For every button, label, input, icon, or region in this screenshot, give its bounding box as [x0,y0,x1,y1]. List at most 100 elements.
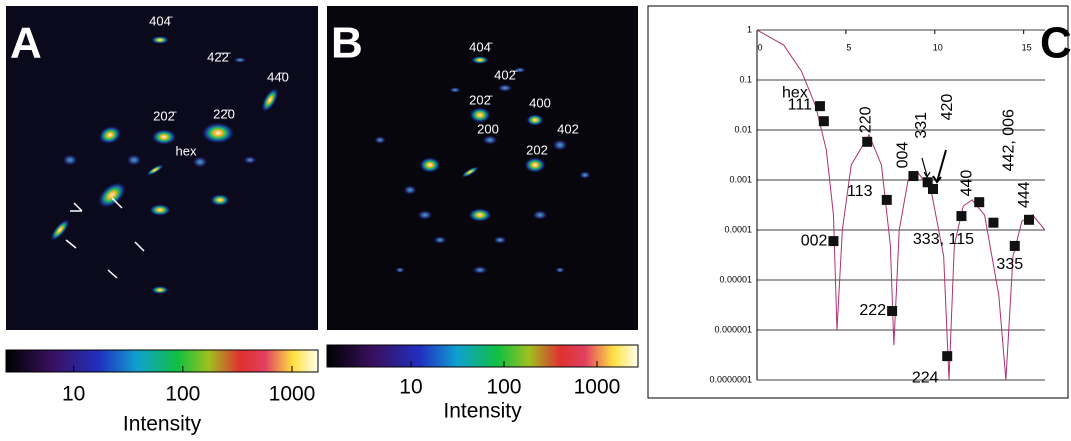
point-label: 222 [859,302,886,319]
spot [146,164,164,176]
spot [201,122,235,144]
point-label: 440 [959,170,976,197]
x-tick-label: 10 [933,42,943,52]
point-label: hex [782,84,808,101]
data-point [974,197,985,208]
data-point [828,236,839,247]
reflection-label: 402 [557,121,579,136]
colorbar-tick-label: 100 [165,383,200,406]
data-point [928,184,938,195]
reflection-label: 44̄0 [267,69,289,84]
spot [433,236,447,244]
spot [468,208,492,222]
data-point [1009,240,1020,251]
spot [526,114,544,126]
reflection-label: 22̄0 [213,106,235,121]
panel-label: B [331,19,363,68]
y-tick-label: 0.001 [729,174,752,184]
spot [419,157,441,173]
spot [552,139,568,151]
spot [233,57,247,63]
panel-label: A [10,19,42,68]
colorbar-label: Intensity [123,413,202,436]
reflection-label: 402̄ [494,67,518,82]
x-tick-label: 15 [1022,42,1032,52]
reflection-label: 200 [477,121,499,136]
spot [374,136,386,144]
reflection-label: 42̄2̄ [207,49,231,64]
data-point [814,101,825,112]
colorbar [5,349,319,373]
spot [493,236,507,244]
point-label: 004 [895,142,912,169]
panel-label: C [1040,19,1071,68]
reflection-label: 202̄ [153,108,177,123]
spot [449,87,461,93]
spot [97,181,127,209]
spot [261,87,279,113]
point-label: 331 [913,112,930,139]
spot [555,267,565,273]
panel-c-frame [647,5,1069,399]
data-point [922,177,933,188]
arrows [65,197,145,279]
x-tick-label: 5 [846,42,851,52]
colorbar-tick-label: 1000 [574,376,621,399]
spot [98,125,122,145]
spot [62,154,78,166]
data-point [988,217,999,228]
spot [471,56,489,64]
point-label: 335 [996,256,1023,273]
model-curve [757,30,1045,380]
colorbar-tick-label: 100 [486,376,521,399]
spot [524,157,546,173]
colorbar-tick-label: 10 [399,376,422,399]
reflection-label: 404̄ [149,13,173,28]
point-label: 333, 115 [913,231,974,248]
diffraction-spots [50,36,591,294]
spot [192,156,208,168]
point-label: 442, 006 [1000,109,1017,171]
spot [126,154,142,166]
reflection-label: hex [176,143,197,158]
reflection-label: 202 [526,142,548,157]
spot [514,67,526,73]
data-point [942,351,953,362]
colorbar-label: Intensity [443,400,522,423]
y-tick-label: 0.1 [739,74,752,84]
y-tick-label: 0.0001 [724,224,752,234]
spot [151,286,169,294]
spot [210,194,230,206]
reflection-label: 202̄ [469,92,493,107]
data-point [862,136,873,147]
spot [497,84,513,92]
point-label: 444 [1016,181,1033,208]
data-point [881,194,892,205]
data-point [908,171,919,182]
colorbar [326,344,639,368]
data-point [956,211,967,222]
colorbar-tick-label: 10 [62,383,85,406]
point-label: 113 [847,183,873,200]
y-tick-label: 0.000001 [714,324,752,334]
data-point [1024,214,1034,225]
x-tick-label: 0 [757,42,762,52]
point-label: 111 [788,96,812,113]
y-tick-label: 1 [747,24,752,34]
point-label: 002 [801,232,828,249]
data-point [818,116,829,127]
chart: 1 0.1 0.01 0.001 0.0001 0.00001 0.000001 0.0000… [709,24,1045,386]
spot [472,266,488,274]
arrow [921,157,931,179]
spot [149,204,171,216]
spot [417,210,433,220]
spot [243,156,257,164]
spot [461,166,479,178]
data-point [887,305,898,316]
spot [482,135,498,145]
reflection-label: 404̄ [469,39,493,54]
spot [50,218,70,242]
y-tick-label: 0.0000001 [709,374,752,384]
point-label: 224 [912,369,939,386]
